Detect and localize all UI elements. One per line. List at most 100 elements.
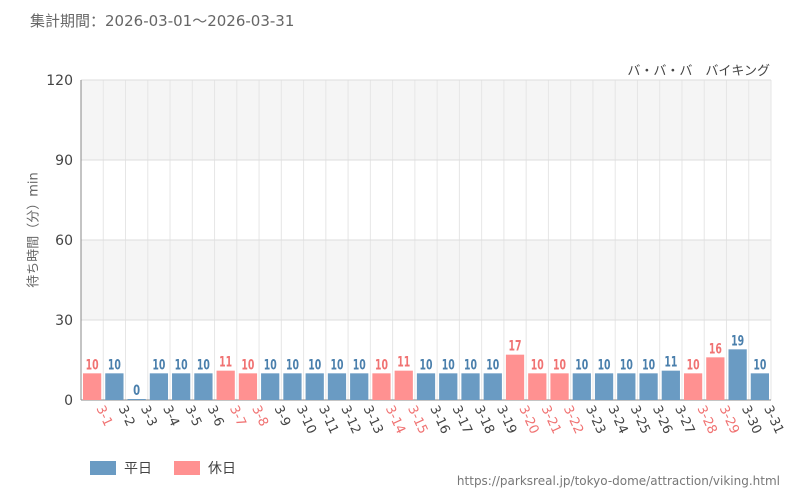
y-tick-label: 30 bbox=[55, 313, 73, 329]
y-tick-label: 60 bbox=[55, 233, 73, 249]
bar-value-label: 10 bbox=[197, 357, 210, 373]
bar bbox=[617, 373, 636, 400]
bar-value-label: 10 bbox=[86, 357, 99, 373]
bar bbox=[216, 370, 235, 400]
bar bbox=[483, 373, 502, 400]
period-header: 集計期間：2026-03-01～2026-03-31 bbox=[30, 10, 294, 31]
bar-value-label: 10 bbox=[241, 357, 254, 373]
x-tick-label: 3-7 bbox=[226, 403, 249, 429]
bar bbox=[194, 373, 213, 400]
bar-value-label: 17 bbox=[509, 339, 522, 355]
bar-value-label: 10 bbox=[486, 357, 499, 373]
bar bbox=[394, 370, 413, 400]
bar bbox=[83, 373, 102, 400]
bar-value-label: 10 bbox=[420, 357, 433, 373]
y-tick-label: 90 bbox=[55, 153, 73, 169]
x-tick-label: 3-9 bbox=[271, 403, 294, 429]
bar-value-label: 11 bbox=[397, 355, 410, 371]
bar-value-label: 10 bbox=[575, 357, 588, 373]
x-tick-label: 3-14 bbox=[382, 403, 408, 436]
bar bbox=[683, 373, 703, 400]
legend-swatch-weekday bbox=[90, 461, 116, 475]
bar-value-label: 10 bbox=[642, 357, 655, 373]
bar bbox=[238, 373, 258, 400]
x-tick-label: 3-12 bbox=[337, 403, 363, 436]
y-tick-label: 0 bbox=[64, 393, 73, 409]
bar-value-label: 10 bbox=[308, 357, 321, 373]
x-tick-label: 3-15 bbox=[404, 403, 430, 436]
bar bbox=[127, 399, 146, 400]
bar bbox=[639, 373, 658, 400]
bar bbox=[528, 373, 547, 400]
bar bbox=[327, 373, 347, 400]
bar bbox=[350, 373, 369, 400]
legend-label-weekday: 平日 bbox=[124, 461, 152, 477]
x-tick-label: 3-11 bbox=[315, 403, 341, 436]
x-tick-label: 3-24 bbox=[604, 403, 630, 436]
x-tick-label: 3-6 bbox=[204, 403, 227, 429]
bar-value-label: 10 bbox=[464, 357, 477, 373]
bar bbox=[149, 373, 169, 400]
bar bbox=[372, 373, 391, 400]
bar bbox=[439, 373, 458, 400]
x-tick-label: 3-31 bbox=[760, 403, 786, 436]
legend-label-holiday: 休日 bbox=[208, 461, 236, 477]
bar-value-label: 10 bbox=[687, 357, 700, 373]
bar-value-label: 10 bbox=[108, 357, 121, 373]
x-tick-label: 3-21 bbox=[538, 403, 564, 436]
bar bbox=[706, 357, 725, 400]
bar bbox=[505, 354, 525, 400]
bar-value-label: 10 bbox=[531, 357, 544, 373]
x-tick-label: 3-22 bbox=[560, 403, 586, 436]
legend-item-holiday: 休日 bbox=[174, 458, 236, 478]
bar-value-label: 0 bbox=[133, 383, 140, 399]
period-value: 2026-03-01～2026-03-31 bbox=[105, 12, 295, 30]
grid-band bbox=[81, 80, 771, 160]
bar-value-label: 10 bbox=[286, 357, 299, 373]
bar-value-label: 10 bbox=[442, 357, 455, 373]
period-label: 集計期間： bbox=[30, 12, 106, 30]
legend-swatch-holiday bbox=[174, 461, 200, 475]
bar bbox=[550, 373, 569, 400]
x-tick-label: 3-10 bbox=[293, 403, 319, 436]
bar bbox=[261, 373, 280, 400]
x-tick-label: 3-23 bbox=[582, 403, 608, 436]
x-tick-label: 3-19 bbox=[493, 403, 519, 436]
bar bbox=[750, 373, 769, 400]
bar bbox=[661, 370, 680, 400]
bar-value-label: 10 bbox=[753, 357, 766, 373]
source-url[interactable]: https://parksreal.jp/tokyo-dome/attracti… bbox=[456, 474, 780, 488]
bar-value-label: 10 bbox=[152, 357, 165, 373]
bar-value-label: 19 bbox=[731, 333, 744, 349]
bar bbox=[728, 349, 747, 400]
bar bbox=[461, 373, 480, 400]
bar-value-label: 10 bbox=[553, 357, 566, 373]
bar-value-label: 10 bbox=[264, 357, 277, 373]
x-tick-label: 3-16 bbox=[426, 403, 452, 436]
x-tick-label: 3-5 bbox=[182, 403, 205, 429]
bar bbox=[172, 373, 191, 400]
bar-value-label: 11 bbox=[219, 355, 232, 371]
x-tick-label: 3-25 bbox=[627, 403, 653, 436]
legend-item-weekday: 平日 bbox=[90, 458, 152, 478]
bar bbox=[283, 373, 302, 400]
x-tick-label: 3-17 bbox=[449, 403, 475, 436]
attraction-name: バ・バ・バ バイキング bbox=[627, 64, 770, 79]
bar bbox=[572, 373, 591, 400]
x-tick-label: 3-27 bbox=[671, 403, 697, 436]
bar-value-label: 10 bbox=[598, 357, 611, 373]
x-tick-label: 3-20 bbox=[515, 403, 541, 436]
x-tick-label: 3-2 bbox=[115, 403, 138, 429]
x-tick-label: 3-26 bbox=[649, 403, 675, 436]
x-tick-label: 3-30 bbox=[738, 403, 764, 436]
x-tick-label: 3-8 bbox=[248, 403, 271, 429]
x-tick-label: 3-1 bbox=[93, 403, 116, 429]
bar bbox=[594, 373, 614, 400]
bar-value-label: 10 bbox=[353, 357, 366, 373]
bar bbox=[305, 373, 324, 400]
bar-value-label: 10 bbox=[175, 357, 188, 373]
bar-value-label: 10 bbox=[330, 357, 343, 373]
grid-band bbox=[81, 240, 771, 320]
